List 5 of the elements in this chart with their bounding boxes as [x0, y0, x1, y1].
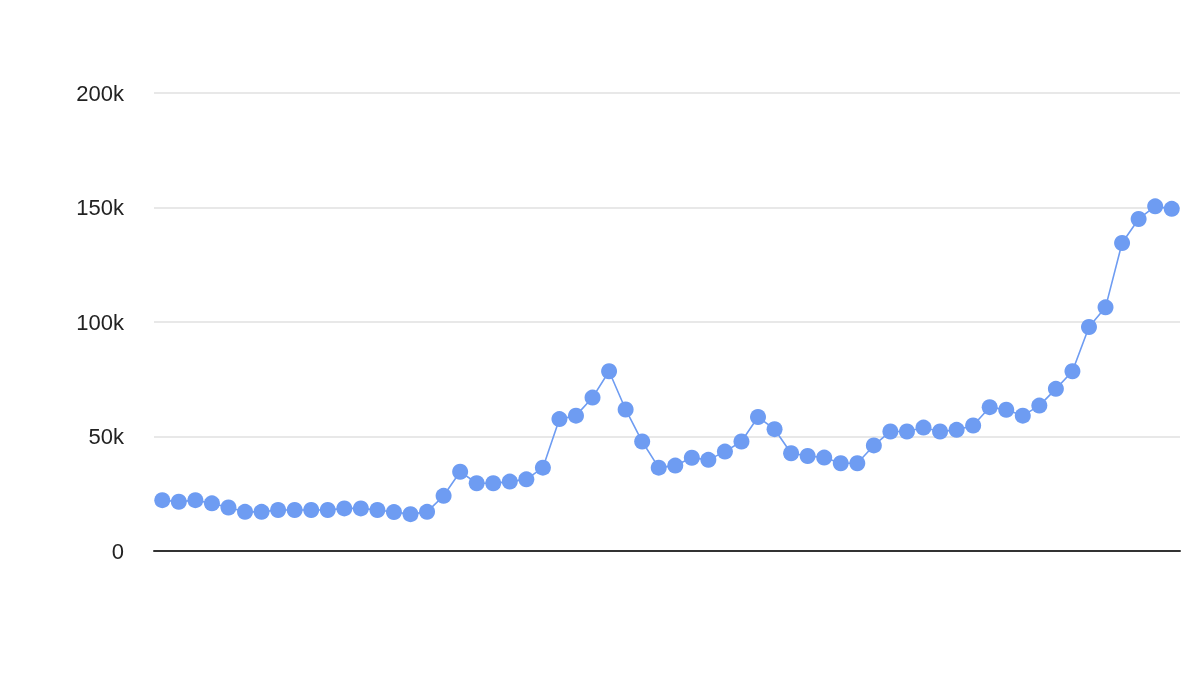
y-tick-label: 150k [76, 195, 125, 220]
y-tick-label: 50k [88, 424, 125, 449]
y-tick-label: 100k [76, 309, 125, 335]
y-tick-label: 0 [111, 538, 124, 564]
y-tick-label: 200k [76, 80, 125, 106]
